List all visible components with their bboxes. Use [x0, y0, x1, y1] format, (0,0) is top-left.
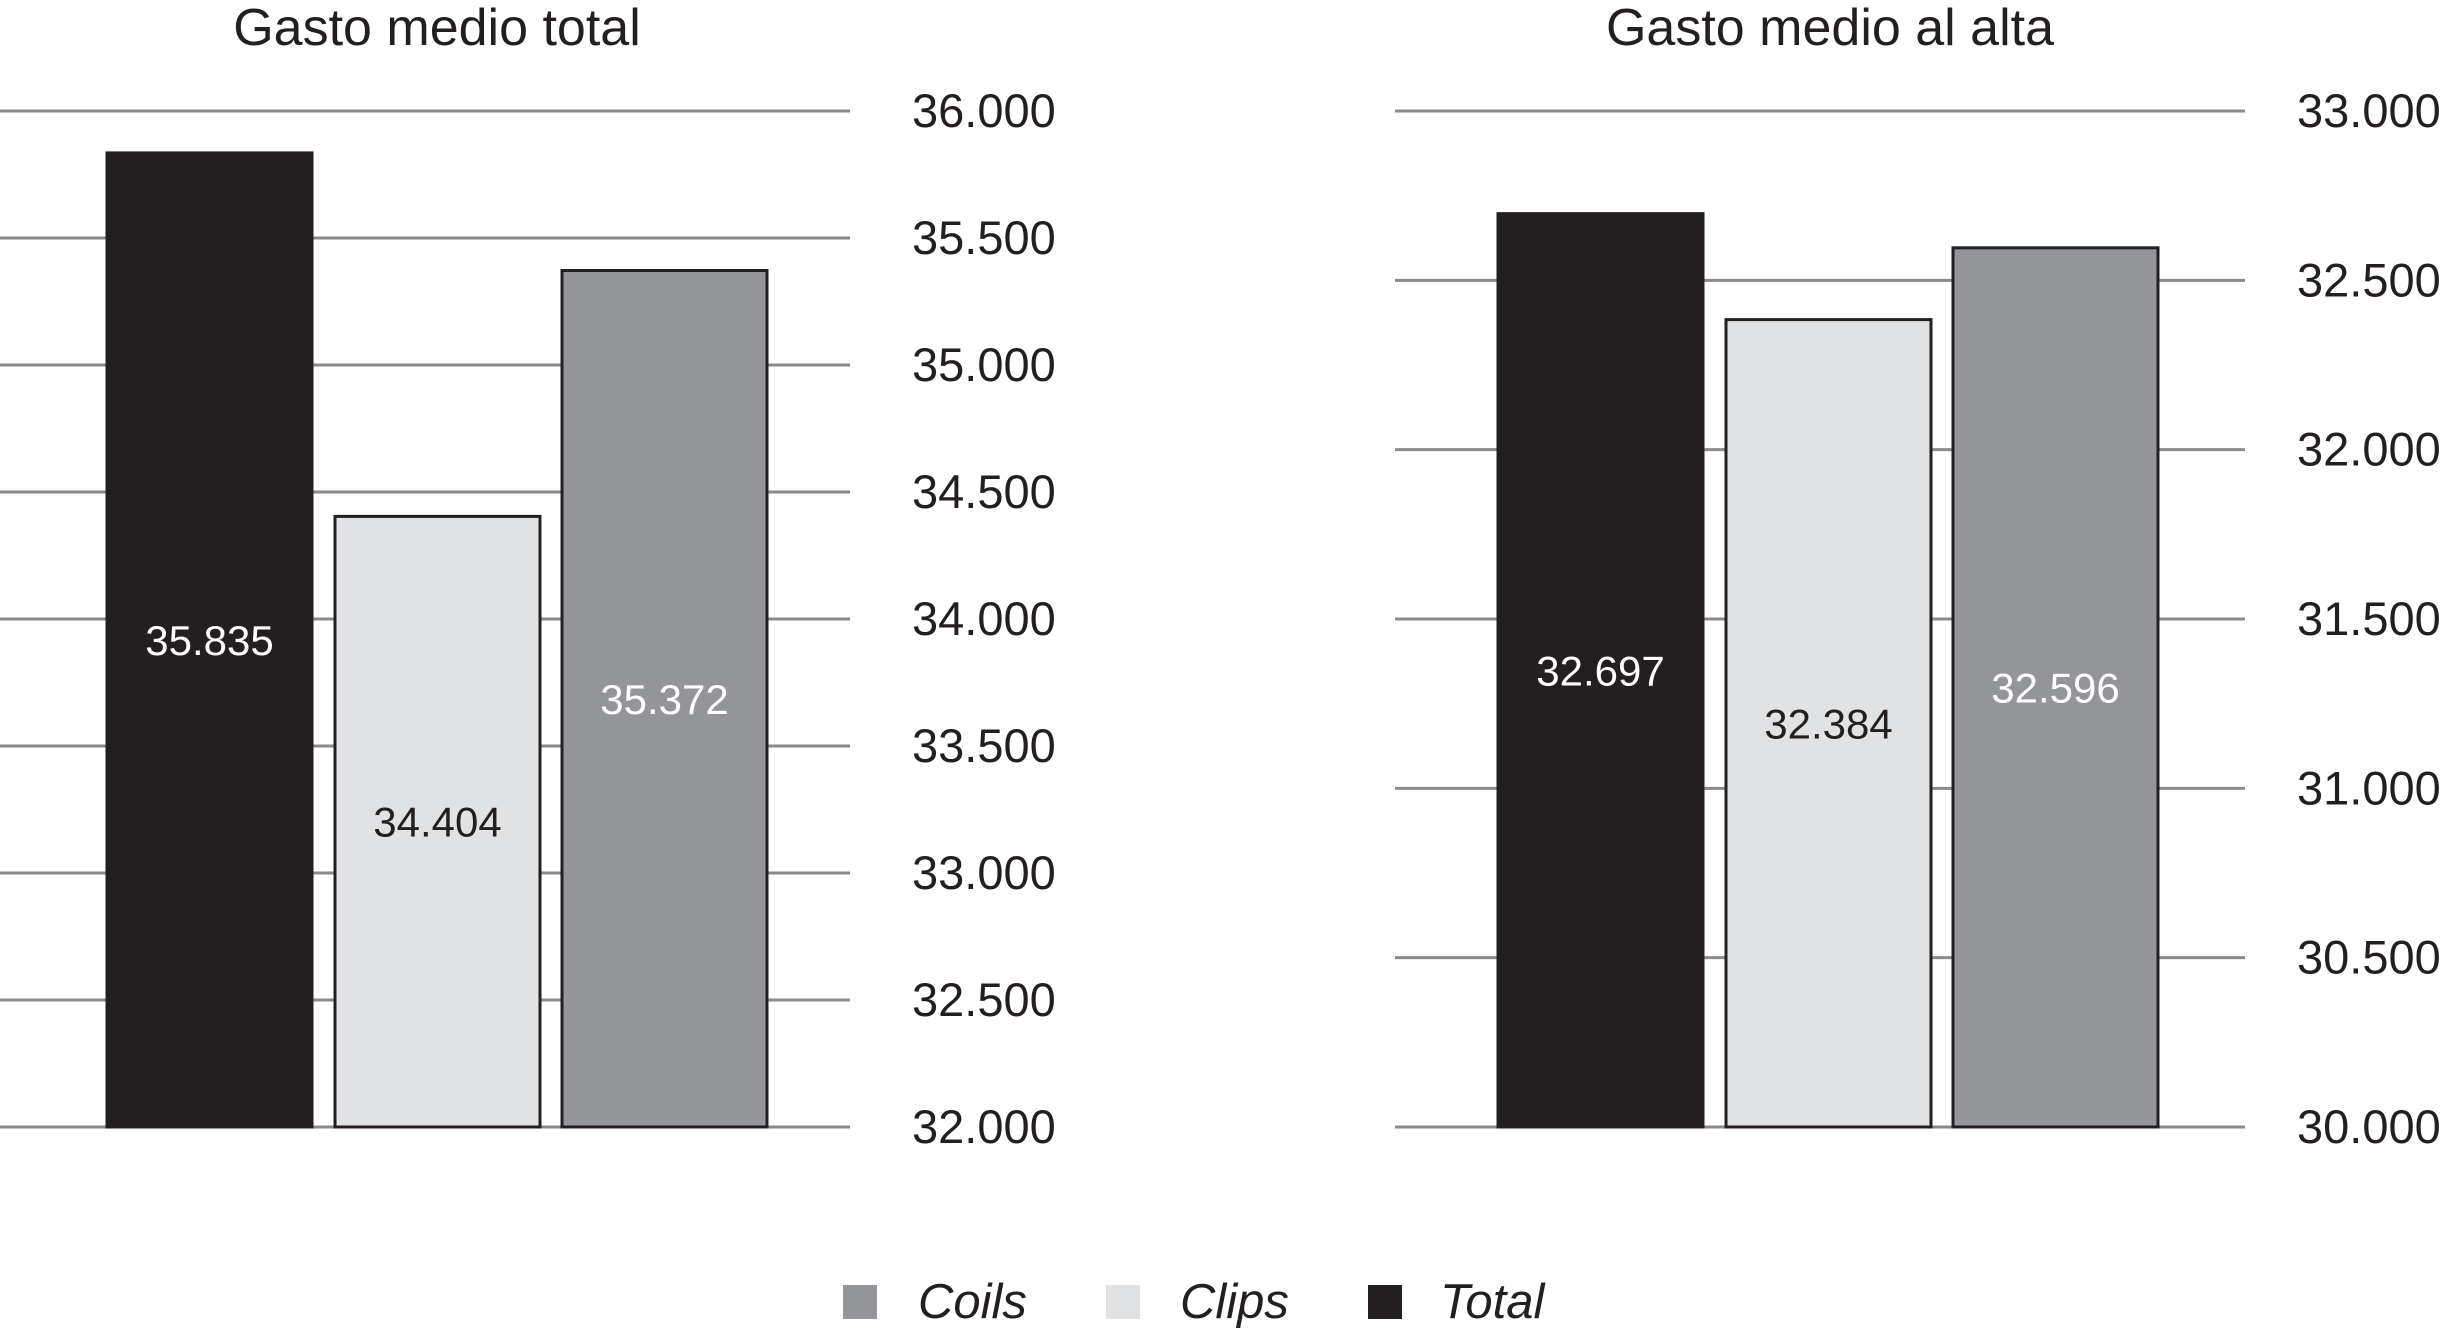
- y-tick-label: 33.000: [912, 846, 1056, 899]
- y-tick-label: 35.500: [912, 211, 1056, 264]
- bar-value-label: 35.372: [600, 676, 728, 723]
- y-tick-label: 34.000: [912, 592, 1056, 645]
- y-tick-label: 32.500: [912, 973, 1056, 1026]
- y-tick-label: 36.000: [912, 84, 1056, 137]
- chart-gasto-medio-al-alta: Gasto medio al alta 30.000 30.500 31.000 31…: [1395, 0, 2441, 1153]
- bar-value-label: 35.835: [145, 617, 273, 664]
- y-tick-label: 33.000: [2297, 84, 2441, 137]
- bar-clips: [1724, 318, 1933, 1129]
- legend: Coils Clips Total: [843, 1275, 1546, 1329]
- bar-value-label: 32.596: [1991, 664, 2119, 711]
- legend-swatch-total: [1368, 1285, 1402, 1319]
- bar-value-label: 32.697: [1536, 647, 1664, 694]
- bar-coils: [1951, 246, 2160, 1129]
- y-tick-label: 33.500: [912, 719, 1056, 772]
- legend-label-clips: Clips: [1180, 1275, 1289, 1329]
- bar-clips: [333, 514, 542, 1129]
- y-tick-label: 34.500: [912, 465, 1056, 518]
- y-tick-label: 32.000: [2297, 423, 2441, 476]
- y-tick-label: 30.000: [2297, 1100, 2441, 1153]
- bar-coils: [560, 269, 769, 1129]
- y-tick-label: 35.000: [912, 338, 1056, 391]
- bar-total: [105, 151, 314, 1129]
- chart-title: Gasto medio total: [233, 0, 641, 57]
- y-tick-label: 31.500: [2297, 592, 2441, 645]
- y-tick-label: 31.000: [2297, 761, 2441, 814]
- bar-value-label: 34.404: [373, 799, 501, 846]
- bar-value-label: 32.384: [1764, 700, 1892, 747]
- chart-gasto-medio-total: Gasto medio total 32.000 32.500 33.000 33.5…: [0, 0, 1056, 1153]
- chart-title: Gasto medio al alta: [1606, 0, 2054, 57]
- bar-total: [1496, 212, 1705, 1129]
- y-tick-label: 32.000: [912, 1100, 1056, 1153]
- y-tick-label: 30.500: [2297, 931, 2441, 984]
- legend-swatch-clips: [1106, 1285, 1140, 1319]
- legend-label-total: Total: [1440, 1275, 1546, 1329]
- y-tick-label: 32.500: [2297, 253, 2441, 306]
- legend-label-coils: Coils: [918, 1275, 1027, 1329]
- legend-swatch-coils: [843, 1285, 877, 1319]
